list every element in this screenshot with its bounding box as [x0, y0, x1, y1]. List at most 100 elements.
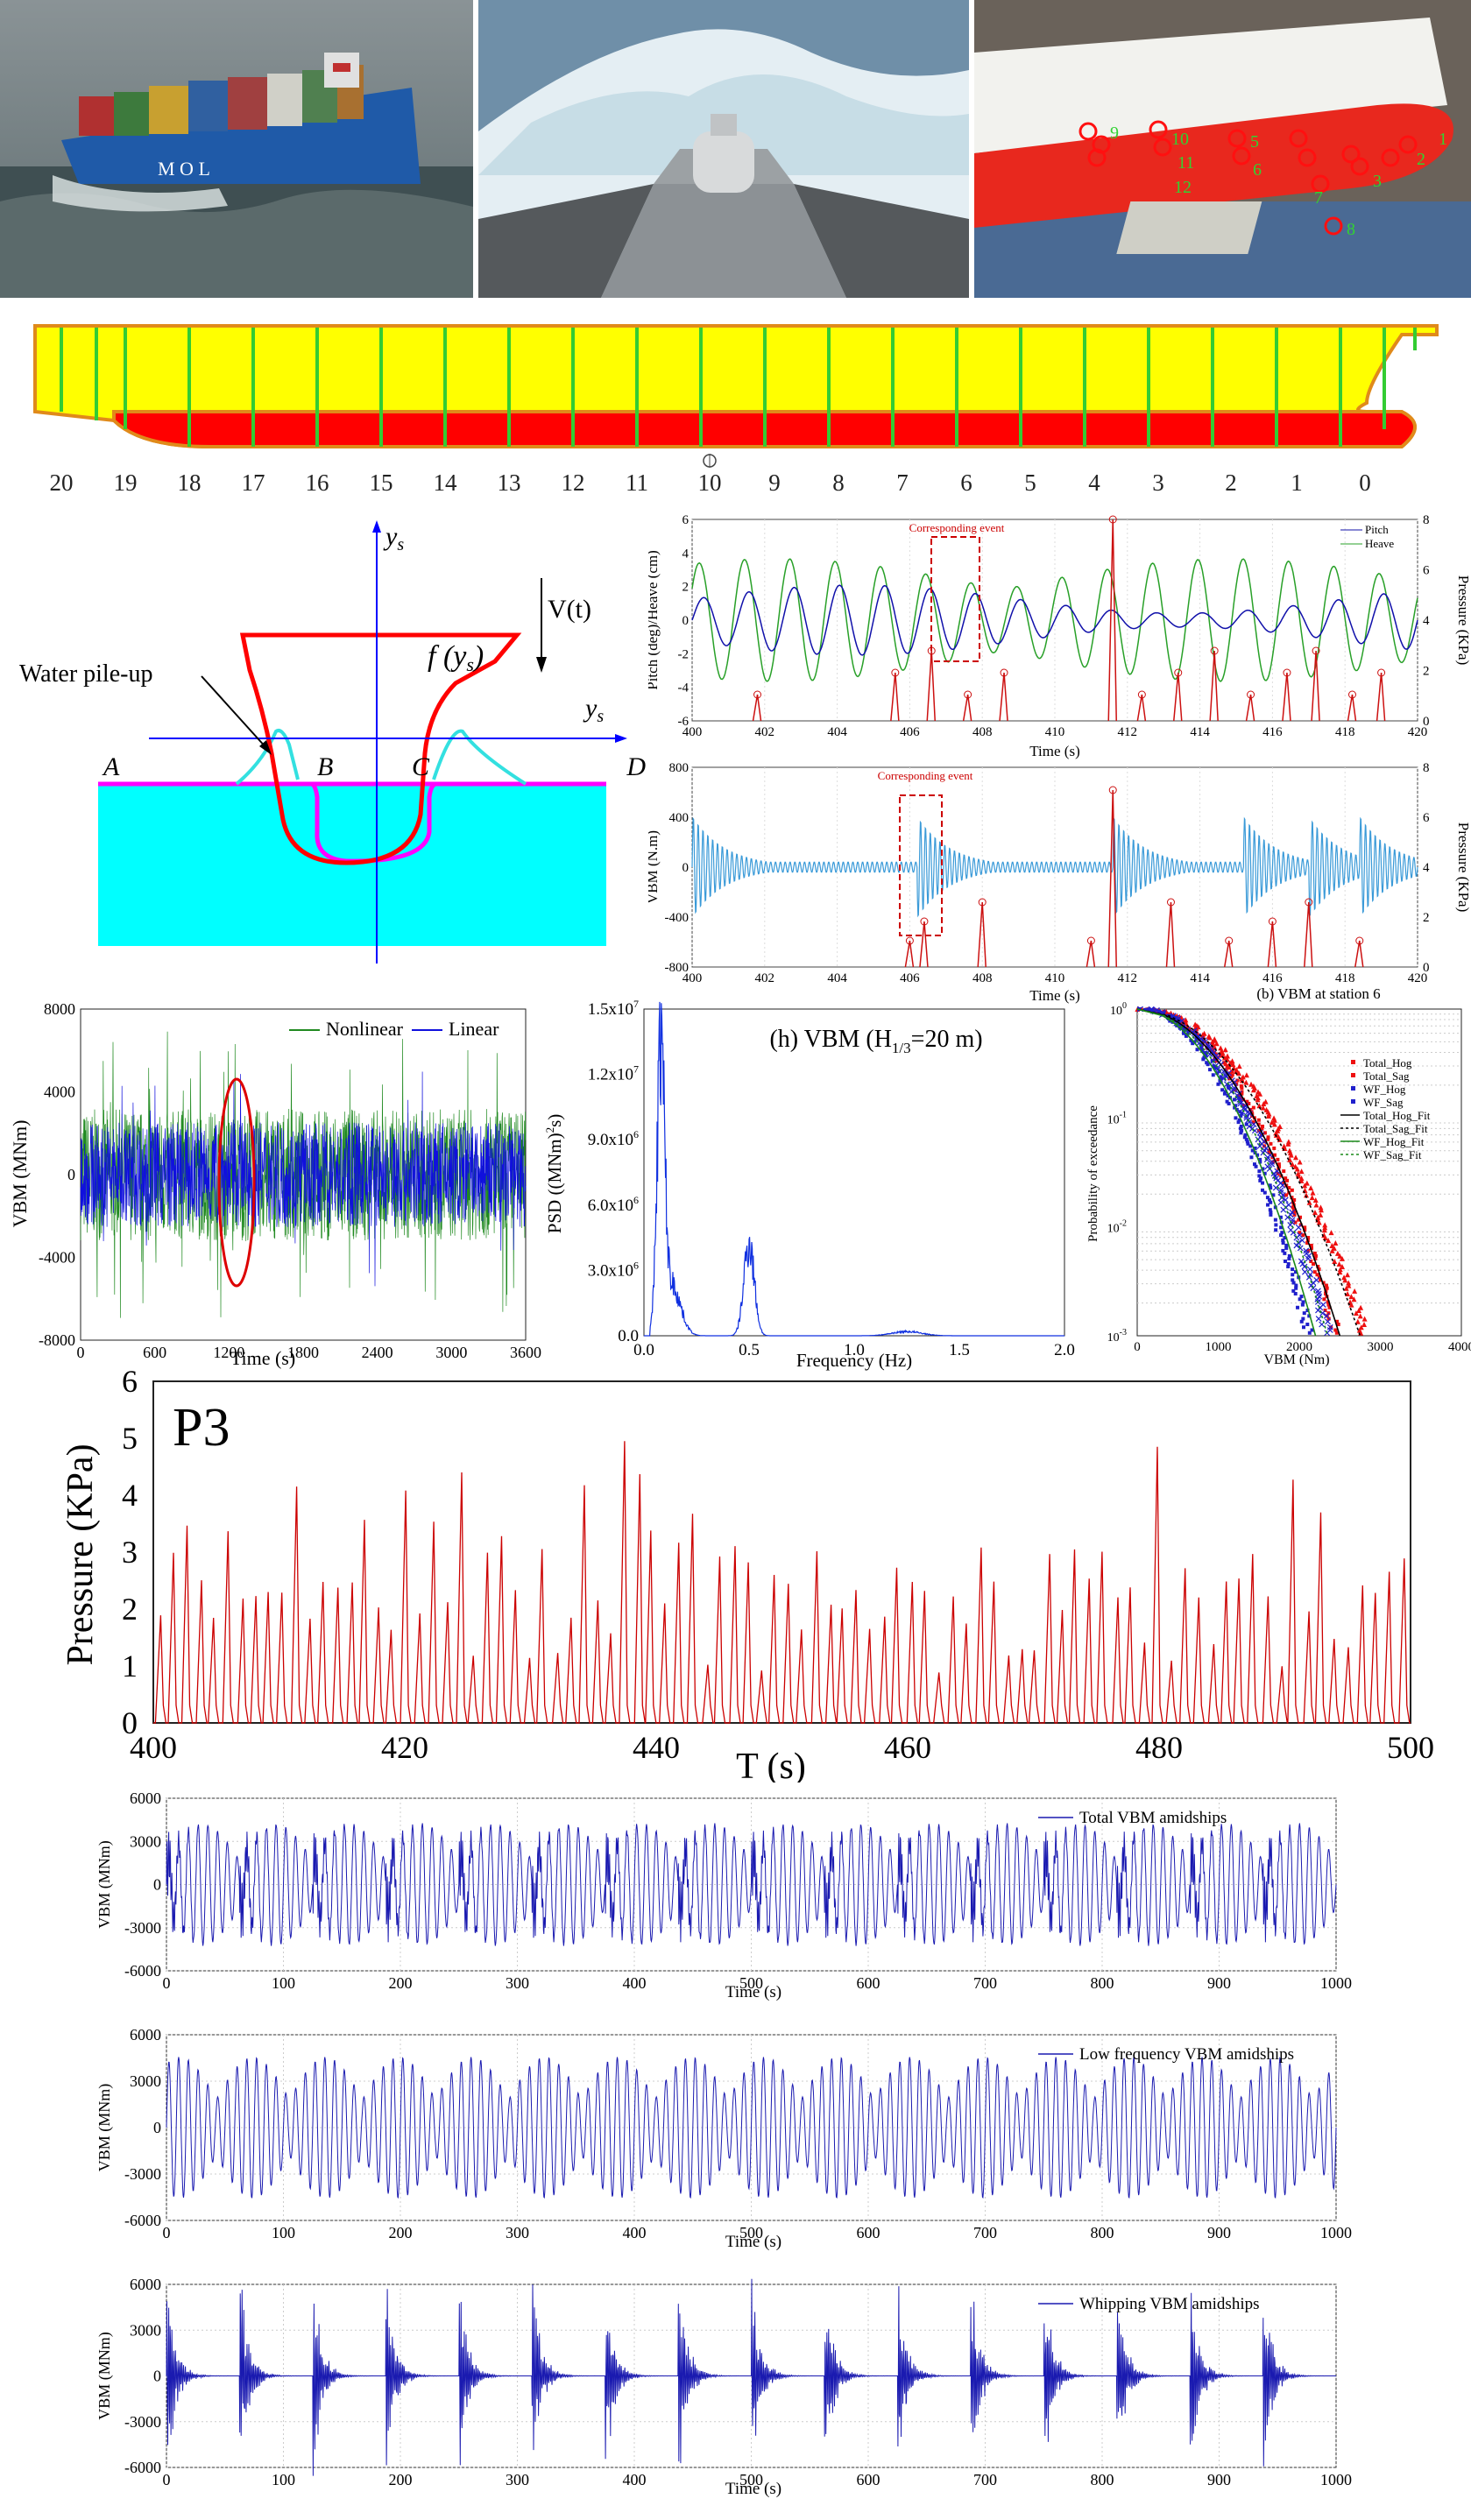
- wf-hog-points: [1250, 1148, 1255, 1153]
- x-tick: 1000: [1320, 2224, 1352, 2241]
- pressure-spike: [752, 694, 762, 722]
- total-sag-points: [1337, 1253, 1343, 1259]
- total-hog-points: [1230, 1073, 1234, 1077]
- total-sag-fit: [1136, 1008, 1361, 1337]
- total-hog-points: [1292, 1197, 1297, 1202]
- total-hog-points: [1240, 1091, 1244, 1096]
- svg-text:(h) VBM (H1/3=20 m): (h) VBM (H1/3=20 m): [769, 1026, 982, 1056]
- nl-xlabel: Time (s): [230, 1347, 295, 1369]
- pressure-peak-marker: [1000, 668, 1008, 677]
- y-tick: 6.0x106: [588, 1194, 639, 1215]
- event-box: [930, 536, 980, 662]
- pitch-line: [691, 584, 1418, 656]
- station-number: 12: [562, 469, 585, 496]
- pressure-spike: [1311, 650, 1320, 722]
- total-hog-points: [1333, 1328, 1338, 1332]
- wf-sag-points: [1290, 1229, 1297, 1236]
- total-hog-points: [1292, 1211, 1297, 1215]
- wf-sag-points: [1241, 1106, 1248, 1113]
- wf-hog-points: [1252, 1162, 1256, 1167]
- wf-hog-points: [1301, 1300, 1305, 1304]
- pressure-spike: [1245, 694, 1255, 722]
- station-number: 15: [370, 469, 393, 496]
- y-tick-left: 0: [682, 861, 690, 875]
- pressure-peak-marker: [1137, 690, 1146, 699]
- wf-hog-points: [1305, 1323, 1310, 1327]
- pitch-ylabel-right: Pressure (KPa): [1455, 575, 1471, 665]
- wf-hog-points: [1227, 1101, 1231, 1105]
- total-sag-points: [1361, 1316, 1368, 1322]
- y-tick: 100: [1110, 1001, 1127, 1018]
- wf-hog-points: [1280, 1231, 1284, 1235]
- wf-hog-points: [1249, 1155, 1254, 1160]
- total-hog-points: [1224, 1068, 1228, 1072]
- wf-sag-points: [1315, 1316, 1322, 1322]
- pressure-sensor-markers: [1078, 120, 1418, 236]
- svg-text:ys: ys: [583, 694, 604, 726]
- total-sag-points: [1287, 1156, 1293, 1162]
- x-tick: 300: [506, 2224, 529, 2241]
- x-tick: 500: [1387, 1730, 1434, 1765]
- wf-hog-points: [1243, 1133, 1248, 1137]
- total-hog-points: [1287, 1186, 1291, 1190]
- wf-hog-points: [1291, 1273, 1295, 1277]
- total-hog-points: [1298, 1231, 1302, 1235]
- legend-label: Total_Sag: [1363, 1069, 1410, 1083]
- total-sag-points: [1206, 1034, 1213, 1041]
- y-tick-left: 400: [669, 811, 690, 825]
- x-tick: 700: [973, 2224, 997, 2241]
- x-tick: 600: [857, 2224, 880, 2241]
- total-sag-points: [1213, 1041, 1220, 1047]
- y-tick: -6000: [124, 2212, 161, 2229]
- total-hog-points: [1235, 1078, 1240, 1083]
- y-tick-right: 2: [1423, 665, 1430, 679]
- wf-sag-points: [1226, 1069, 1232, 1076]
- x-tick: 410: [1045, 725, 1065, 739]
- y-tick: 8000: [44, 1000, 75, 1018]
- x-tick: 300: [506, 1974, 529, 1992]
- y-tick-left: -6: [678, 715, 690, 729]
- wf-hog-points: [1294, 1286, 1298, 1290]
- total-hog-points: [1285, 1178, 1290, 1182]
- wf-hog-points: [1279, 1233, 1284, 1238]
- y-tick: 0: [153, 2368, 161, 2385]
- x-tick: 800: [1091, 2224, 1114, 2241]
- psd-ylabel-end: s): [544, 1114, 565, 1127]
- point-b: B: [317, 752, 333, 781]
- wf-hog-points: [1300, 1302, 1305, 1307]
- hull-station-diagram: 20 19 18 17 16 15 14 13 12 11 10 9 8 7 6…: [0, 315, 1471, 508]
- total-sag-points: [1271, 1121, 1277, 1127]
- legend-heave: Heave: [1365, 537, 1394, 550]
- pressure-spike: [1173, 672, 1183, 722]
- wf-sag-points: [1310, 1285, 1317, 1292]
- station-number: 14: [434, 469, 458, 496]
- pressure-spike: [962, 694, 972, 722]
- x-tick: 416: [1262, 971, 1283, 985]
- pressure-peak-marker: [1305, 898, 1313, 907]
- total-hog-points: [1272, 1146, 1277, 1150]
- y-tick-left: 2: [682, 581, 690, 595]
- wf-sag-points: [1298, 1237, 1305, 1244]
- wf-hog-points: [1291, 1281, 1296, 1285]
- pressure-spike: [977, 901, 987, 968]
- x-tick: 600: [857, 1974, 880, 1992]
- total-hog-points: [1256, 1122, 1261, 1126]
- total-hog-points: [1335, 1319, 1340, 1324]
- wf-sag-points: [1284, 1214, 1291, 1221]
- vbm-xlabel: Time (s): [725, 2233, 781, 2251]
- total-hog-points: [1312, 1251, 1317, 1255]
- wf-sag-points: [1277, 1199, 1284, 1206]
- y-tick-left: -800: [665, 961, 690, 975]
- vbm-station-caption: (b) VBM at station 6: [1256, 985, 1380, 1002]
- ys-top-label: y: [383, 522, 398, 551]
- total-hog-points: [1312, 1270, 1317, 1274]
- y-tick: 3.0x106: [588, 1259, 639, 1280]
- wf-hog-points: [1258, 1178, 1262, 1182]
- station-number: 18: [178, 469, 202, 496]
- vbm-series-line: [166, 2278, 1336, 2476]
- total-hog-points: [1322, 1297, 1326, 1302]
- x-tick: 200: [389, 2471, 413, 2488]
- x-tick: 0: [163, 1974, 171, 1992]
- psd-title-sub: 1/3: [892, 1040, 911, 1056]
- total-hog-points: [1327, 1305, 1332, 1309]
